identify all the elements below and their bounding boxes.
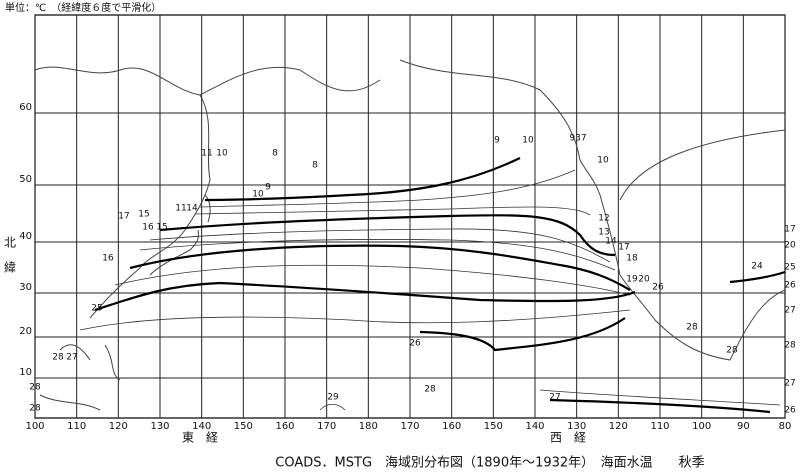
contour-label: 26 (409, 339, 421, 349)
contour-label: 27 (784, 306, 795, 316)
contour-label: 10 (522, 136, 534, 146)
isotherm (114, 264, 631, 296)
coastlines (34, 59, 786, 411)
lat-label: 60 (19, 102, 32, 113)
islands-coast (39, 344, 121, 411)
isotherm (129, 244, 631, 291)
contour-label: 27 (66, 353, 77, 363)
contour-label: 20 (638, 275, 650, 285)
contour-label: 15 (138, 210, 149, 220)
lon-label: 80 (779, 421, 792, 432)
contour-label: 28 (52, 353, 64, 363)
east-longitude-label: 東 経 (182, 431, 218, 445)
contour-label: 25 (784, 263, 795, 273)
labels: 60 50 40 30 20 10 100 110 120 130 140 150 160 170 180 1… (19, 102, 796, 432)
lon-label: 120 (609, 421, 628, 432)
contour-label: 24 (751, 262, 763, 272)
isotherm (149, 228, 611, 263)
lon-label: 140 (525, 421, 544, 432)
contour-label: 25 (91, 304, 102, 314)
asia-coast (34, 66, 381, 319)
isotherm (194, 206, 591, 216)
america-coast (399, 59, 786, 361)
contour-label: 28 (784, 341, 796, 351)
lon-label: 180 (359, 421, 378, 432)
contour-label: 9 (265, 183, 271, 193)
lon-label: 140 (192, 421, 211, 432)
lon-label: 130 (567, 421, 586, 432)
lon-label: 160 (442, 421, 461, 432)
lon-label: 110 (67, 421, 86, 432)
lon-label: 150 (234, 421, 253, 432)
contour-label: 26 (652, 283, 664, 293)
isotherm (94, 281, 636, 312)
contour-label: 28 (726, 346, 738, 356)
contour-label: 8 (312, 161, 318, 171)
unit-note: 単位：℃ （経緯度６度で平滑化） (5, 1, 161, 14)
contour-label: 17 (784, 225, 795, 235)
lon-label: 100 (25, 421, 44, 432)
isotherm (199, 169, 576, 208)
contour-label: 16 (102, 254, 114, 264)
isotherm (79, 309, 631, 331)
isotherm (139, 239, 616, 271)
contour-label: 27 (549, 393, 560, 403)
contour-label: 17 (618, 243, 629, 253)
lat-label: 10 (19, 367, 32, 378)
isotherm (319, 389, 781, 411)
lon-label: 170 (400, 421, 419, 432)
lon-label: 160 (275, 421, 294, 432)
contour-label: 11 (175, 204, 186, 214)
north-latitude-label: 北 (4, 236, 16, 250)
contour-label: 28 (686, 323, 698, 333)
japan-coast (149, 194, 211, 276)
lat-label: 20 (19, 326, 32, 337)
contour-label: 28 (424, 385, 436, 395)
contour-label: 20 (784, 241, 796, 251)
isotherm (204, 157, 521, 202)
lon-label: 100 (692, 421, 711, 432)
lon-label: 90 (737, 421, 750, 432)
lat-label: 40 (19, 231, 32, 242)
isotherm (729, 270, 786, 284)
contour-label: 19 (626, 275, 638, 285)
contour-label: 11 (201, 149, 212, 159)
isotherm (549, 398, 771, 414)
contour-label: 27 (784, 379, 795, 389)
lat-label: 50 (19, 174, 32, 185)
contour-label: 10 (597, 156, 609, 166)
lon-label: 130 (150, 421, 169, 432)
contour-label: 16 (142, 223, 154, 233)
contour-label: 13 (598, 228, 609, 238)
contour-label: 29 (327, 393, 339, 403)
contour-label: 10 (216, 149, 228, 159)
contour-label: 937 (569, 134, 586, 144)
contour-label: 18 (626, 254, 638, 264)
isotherm (159, 214, 616, 257)
contour-label: 14 (605, 237, 617, 247)
contour-label: 17 (118, 212, 129, 222)
contour-label: 14 (186, 204, 198, 214)
contour-label: 15 (156, 223, 167, 233)
contour-label: 9 (494, 136, 500, 146)
caption: COADS．MSTG 海域別分布図（1890年～1932年） 海面水温 秋季 (275, 456, 704, 471)
isotherms (79, 157, 786, 414)
contour-label: 8 (272, 149, 278, 159)
contour-label: 28 (29, 404, 41, 414)
north-latitude-label: 緯 (4, 260, 16, 275)
lon-label: 170 (317, 421, 336, 432)
contour-label: 26 (784, 406, 796, 416)
west-longitude-label: 西 経 (550, 431, 586, 445)
lon-label: 150 (484, 421, 503, 432)
contour-label: 12 (598, 214, 609, 224)
lat-label: 30 (19, 282, 32, 293)
lon-label: 110 (650, 421, 669, 432)
contour-label: 28 (29, 383, 41, 393)
contour-label: 26 (784, 281, 796, 291)
isotherm (419, 317, 626, 352)
contour-label: 10 (252, 190, 264, 200)
lon-label: 120 (109, 421, 128, 432)
